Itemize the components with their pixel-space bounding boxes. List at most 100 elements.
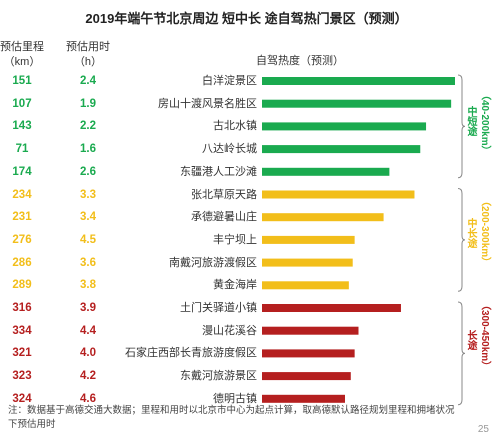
table-row: 316 3.9 土门关驿道小镇 <box>0 299 493 317</box>
bar <box>262 99 452 108</box>
time-cell: 1.9 <box>80 97 96 110</box>
time-cell: 4.2 <box>80 370 96 383</box>
distance-cell: 324 <box>12 392 32 405</box>
group-label-medium: 中长途 <box>463 218 478 248</box>
table-row: 71 1.6 八达岭长城 <box>0 140 493 158</box>
time-cell: 2.4 <box>80 75 96 87</box>
bar <box>262 190 415 199</box>
time-cell: 4.5 <box>80 233 96 246</box>
bar <box>262 145 421 154</box>
place-label: 承德避暑山庄 <box>191 211 257 224</box>
time-header-label: 预估用时 <box>66 41 110 53</box>
group-name-short: 中短途 <box>465 106 476 136</box>
distance-cell: 107 <box>12 97 32 110</box>
page-title: 2019年端午节北京周边 短中长 途自驾热门景区（预测） <box>85 11 408 26</box>
time-header: 预估用时 （h） <box>66 40 110 70</box>
table-row: 143 2.2 古北水镇 <box>0 117 493 135</box>
bar <box>262 167 390 176</box>
place-label: 张北草原天路 <box>191 188 257 201</box>
group-brace <box>457 188 466 292</box>
group-brace <box>457 301 466 406</box>
place-label: 东疆港人工沙滩 <box>180 165 257 178</box>
table-row: 276 4.5 丰宁坝上 <box>0 231 493 249</box>
bar <box>262 281 349 290</box>
table-row: 334 4.4 漫山花溪谷 <box>0 322 493 340</box>
group-label-long: 长途 <box>463 330 478 350</box>
time-cell: 2.2 <box>80 120 96 133</box>
table-row: 151 2.4 白洋淀景区 <box>0 72 493 90</box>
distance-cell: 286 <box>12 256 32 269</box>
bar <box>262 394 345 403</box>
time-cell: 3.6 <box>80 256 96 269</box>
place-label: 南戴河旅游渡假区 <box>169 256 257 269</box>
distance-cell: 323 <box>12 370 32 383</box>
time-header-unit: （h） <box>73 56 103 68</box>
place-label: 漫山花溪谷 <box>202 324 257 337</box>
time-cell: 4.4 <box>80 324 96 337</box>
place-label: 古北水镇 <box>213 120 257 133</box>
place-label: 石家庄西部长青旅游度假区 <box>125 347 257 360</box>
table-row: 323 4.2 东戴河旅游景区 <box>0 367 493 385</box>
table-row: 107 1.9 房山十渡风景名胜区 <box>0 95 493 113</box>
distance-cell: 231 <box>12 211 32 224</box>
bar <box>262 349 355 358</box>
distance-header-label: 预估里程 <box>0 41 44 53</box>
group-label-short: 中短途 <box>463 106 478 136</box>
distance-cell: 334 <box>12 324 32 337</box>
group-name-long: 长途 <box>465 330 476 350</box>
time-cell: 3.3 <box>80 188 96 201</box>
place-label: 房山十渡风景名胜区 <box>158 97 257 110</box>
place-label: 八达岭长城 <box>202 143 257 156</box>
distance-cell: 276 <box>12 233 32 246</box>
place-label: 丰宁坝上 <box>213 233 257 246</box>
table-row: 321 4.0 石家庄西部长青旅游度假区 <box>0 344 493 362</box>
time-cell: 4.6 <box>80 392 96 405</box>
time-cell: 4.0 <box>80 347 96 360</box>
distance-cell: 151 <box>12 75 32 87</box>
time-cell: 3.4 <box>80 211 96 224</box>
bar <box>262 77 455 85</box>
table-row: 174 2.6 东疆港人工沙滩 <box>0 163 493 181</box>
group-range-medium-text: （200-300km） <box>479 196 490 268</box>
group-name-medium: 中长途 <box>465 218 476 248</box>
time-cell: 3.9 <box>80 302 96 314</box>
table-row: 289 3.8 黄金海岸 <box>0 276 493 294</box>
place-label: 东戴河旅游景区 <box>180 370 257 383</box>
group-range-medium: （200-300km） <box>477 196 492 267</box>
table-row: 231 3.4 承德避暑山庄 <box>0 208 493 226</box>
time-cell: 3.8 <box>80 279 96 292</box>
footnote: 注：数据基于高德交通大数据；里程和用时以北京市中心为起点计算，取高德默认路径规划… <box>8 405 455 430</box>
distance-cell: 71 <box>15 143 29 156</box>
distance-cell: 316 <box>12 302 32 314</box>
group-range-short-text: （40-200km） <box>479 90 490 156</box>
bar <box>262 372 351 381</box>
chart-header: 自驾热度（预测） <box>256 55 344 67</box>
time-cell: 1.6 <box>80 143 96 156</box>
place-label: 白洋淀景区 <box>202 75 257 87</box>
bar <box>262 213 384 222</box>
group-range-short: （40-200km） <box>477 90 492 156</box>
table-row: 286 3.6 南戴河旅游渡假区 <box>0 254 493 272</box>
distance-cell: 143 <box>12 120 32 133</box>
distance-cell: 321 <box>12 347 32 360</box>
place-label: 黄金海岸 <box>213 279 257 292</box>
distance-header: 预估里程 （km） <box>0 40 44 70</box>
time-cell: 2.6 <box>80 165 96 178</box>
table-row: 324 4.6 德明古镇 <box>0 390 493 408</box>
distance-header-unit: （km） <box>3 56 41 68</box>
table-row: 234 3.3 张北草原天路 <box>0 186 493 204</box>
bar <box>262 258 353 267</box>
distance-cell: 289 <box>12 279 32 292</box>
distance-cell: 174 <box>12 165 32 178</box>
bar <box>262 235 355 244</box>
group-brace <box>457 74 466 179</box>
bar <box>262 304 401 312</box>
bar <box>262 122 427 131</box>
distance-cell: 234 <box>12 188 32 201</box>
group-range-long: （300-450km） <box>477 300 492 371</box>
place-label: 土门关驿道小镇 <box>180 302 257 314</box>
place-label: 德明古镇 <box>213 392 257 405</box>
page-number: 25 <box>477 424 489 435</box>
group-range-long-text: （300-450km） <box>479 300 490 372</box>
